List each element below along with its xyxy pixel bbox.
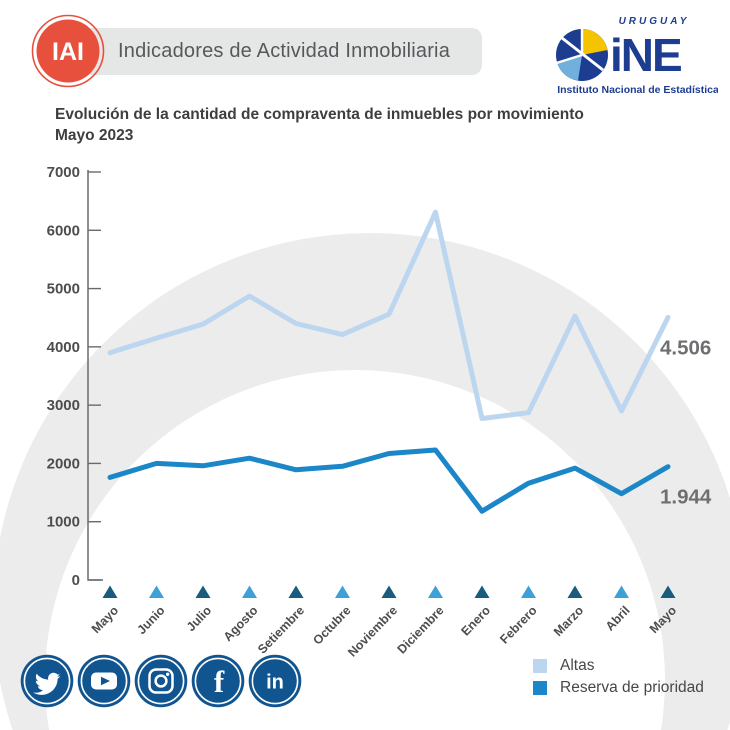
x-marker-triangle [660,585,676,598]
iai-badge-disc [36,19,100,83]
x-marker-triangle [242,585,257,598]
twitter-icon[interactable] [20,654,74,708]
x-marker-triangle [335,585,350,598]
x-marker-triangle [195,585,211,598]
instagram-icon[interactable] [134,654,188,708]
series-line-altas [107,209,671,421]
header-bar: Indicadores de Actividad Inmobiliaria [82,28,482,75]
end-value-label: 1.944 [660,486,712,509]
x-marker-triangle [567,585,583,598]
y-tick-label: 0 [72,572,80,589]
x-marker-triangle [149,585,164,598]
ine-logo-subtitle: Instituto Nacional de Estadística [557,84,718,96]
chart-title: Evolución de la cantidad de compraventa … [55,104,675,146]
end-value-label: 4.506 [660,336,711,359]
x-marker-triangle [428,585,443,598]
svg-text:in: in [266,672,284,694]
ine-globe-icon [556,27,608,81]
legend-swatch-altas-icon [533,659,547,673]
youtube-icon[interactable] [77,654,131,708]
legend-label-altas: Altas [560,657,595,674]
iai-badge: IAI [31,14,105,88]
linkedin-icon[interactable]: in [248,654,302,708]
legend-item-reserva: Reserva de prioridad [533,677,704,699]
y-tick-label: 2000 [47,455,80,472]
ine-logo-country: URUGUAY [619,16,690,27]
y-tick-label: 6000 [47,222,80,239]
legend-swatch-reserva-icon [533,681,547,695]
chart-title-line1: Evolución de la cantidad de compraventa … [55,106,584,123]
ine-logo: URUGUAY iNE Instituto Nacional de Estadí… [556,16,718,96]
y-tick-label: 5000 [47,281,80,298]
facebook-icon[interactable]: f [191,654,245,708]
x-marker-triangle [381,585,397,598]
series-line-reserva-de-prioridad [107,447,671,514]
x-marker-triangle [521,585,536,598]
legend-label-reserva: Reserva de prioridad [560,679,704,696]
iai-badge-label: IAI [52,38,84,66]
x-marker-triangle [614,585,629,598]
x-marker-triangle [102,585,118,598]
x-marker-triangle [474,585,490,598]
social-icons-bar: f in [20,654,302,708]
background-ring-hole [45,370,665,730]
iai-badge-ring [31,14,105,88]
y-tick-label: 3000 [47,397,80,414]
y-tick-label: 4000 [47,339,80,356]
y-tick-label: 1000 [47,514,80,531]
ine-logo-wordmark: iNE [610,29,681,81]
y-tick-label: 7000 [47,164,80,181]
svg-text:f: f [214,664,225,699]
legend-item-altas: Altas [533,655,704,677]
header-title: Indicadores de Actividad Inmobiliaria [118,40,451,62]
chart-title-line2: Mayo 2023 [55,127,134,144]
x-marker-triangle [288,585,304,598]
chart-legend: Altas Reserva de prioridad [533,655,704,699]
